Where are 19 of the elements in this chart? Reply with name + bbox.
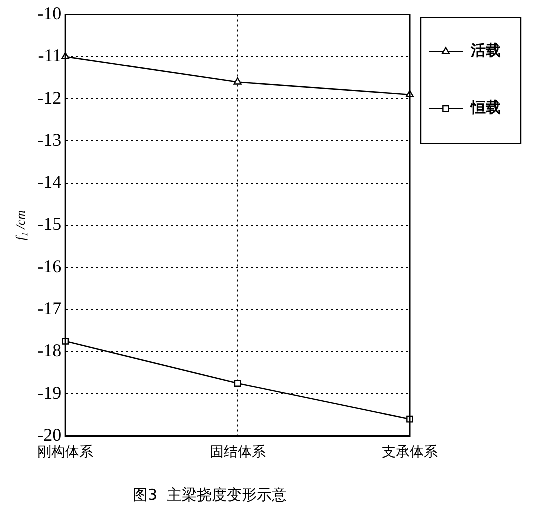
y-tick-label: -10 bbox=[38, 4, 62, 24]
y-tick-label: -11 bbox=[38, 46, 62, 66]
point bbox=[234, 380, 242, 387]
y-tick-label: -15 bbox=[38, 214, 62, 234]
legend-label: 恒载 bbox=[470, 98, 501, 117]
y-tick-label: -18 bbox=[38, 340, 62, 361]
y-tick-label: -20 bbox=[38, 424, 62, 445]
y-tick-label: -17 bbox=[38, 298, 62, 319]
x-tick-label: 支承体系 bbox=[382, 444, 438, 460]
y-tick-label: -12 bbox=[38, 88, 62, 108]
y-tick-label: -13 bbox=[38, 130, 62, 150]
x-tick-label: 固结体系 bbox=[210, 444, 266, 460]
y-tick-label: -19 bbox=[38, 382, 62, 403]
y-axis-title: f₁ /cm bbox=[13, 210, 28, 241]
y-tick-label: -14 bbox=[38, 172, 62, 192]
x-tick-label: 刚构体系 bbox=[38, 444, 94, 460]
text: 图3 主梁挠度变形示意 bbox=[132, 486, 288, 504]
legend-label: 活载 bbox=[470, 42, 501, 60]
y-tick-label: -16 bbox=[38, 256, 62, 276]
